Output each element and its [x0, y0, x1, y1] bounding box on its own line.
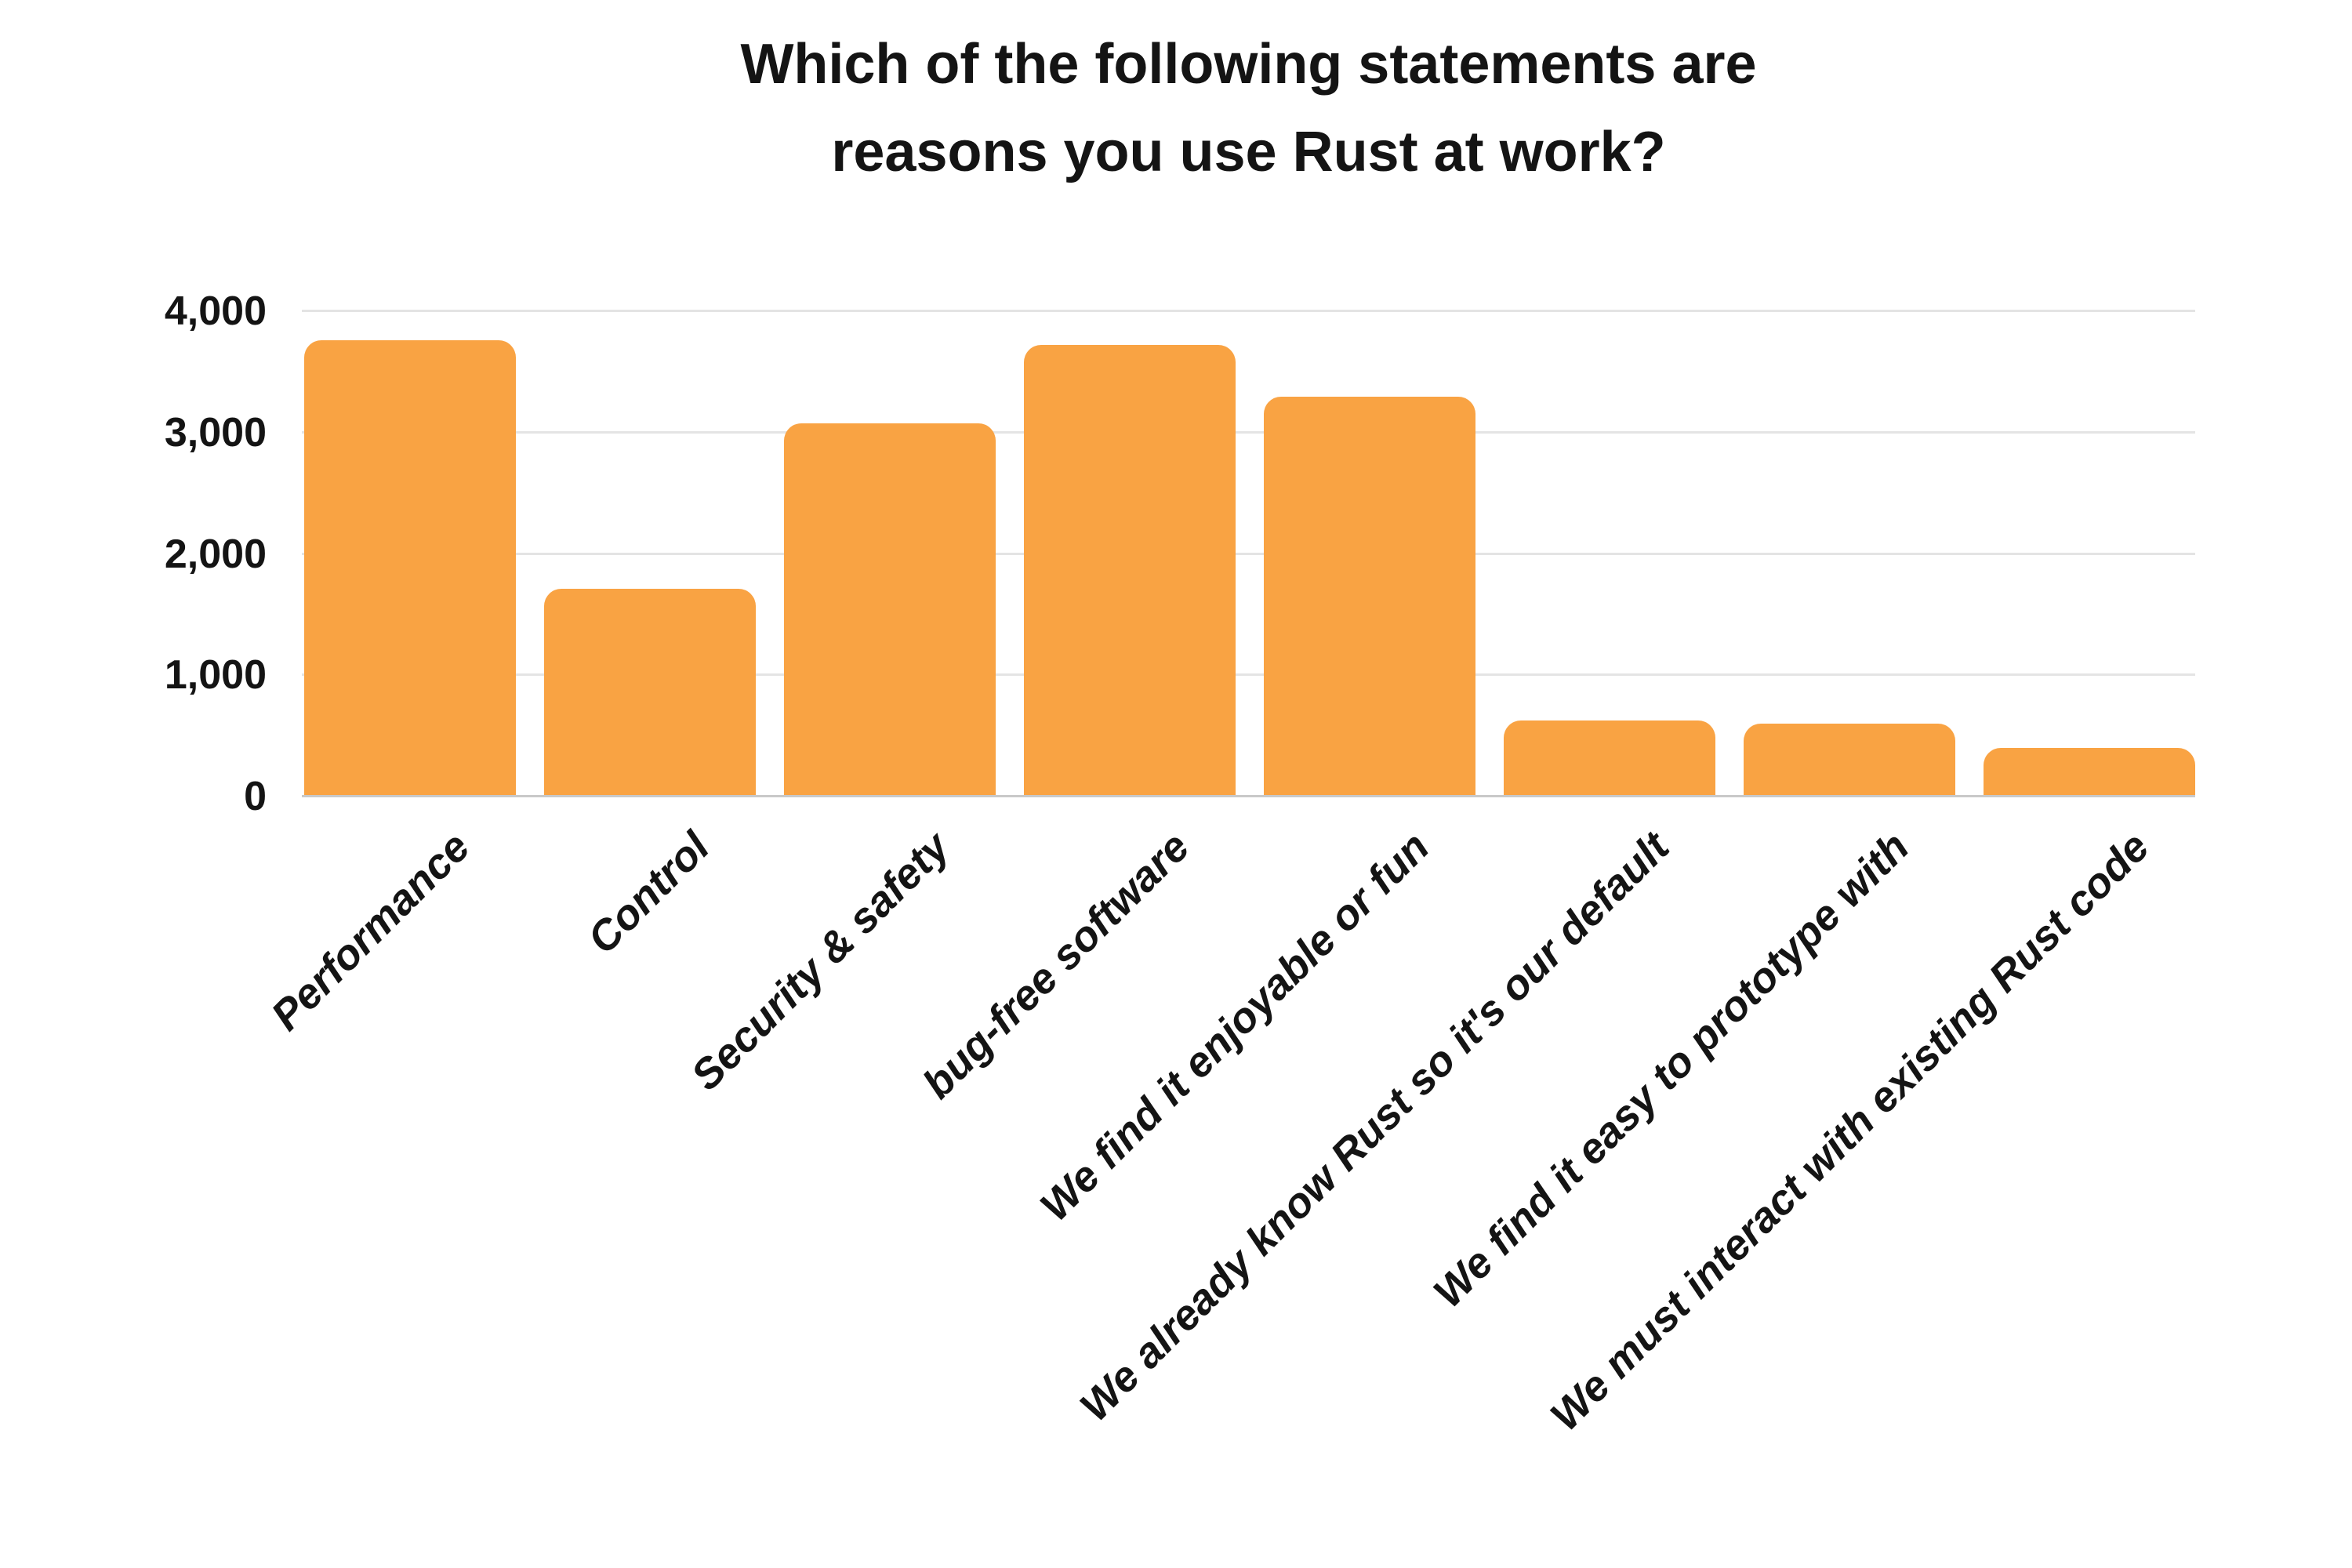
x-tick-label-we-find-it-enjoyable-or-fun: We find it enjoyable or fun	[1031, 823, 1439, 1231]
bar-performance	[304, 340, 516, 795]
bar-we-find-it-easy-to-prototype-with	[1744, 724, 1955, 795]
x-tick-label-wrap-we-already-know-rust-so-it-s-our-default: We already know Rust so it's our default	[547, 823, 1678, 1430]
x-tick-label-control: Control	[579, 823, 719, 964]
x-tick-label-we-already-know-rust-so-it-s-our-default: We already know Rust so it's our default	[1071, 823, 1679, 1431]
gridline-1000	[302, 673, 2195, 676]
bar-control	[544, 589, 756, 795]
bar-security-safety	[784, 423, 996, 795]
bar-we-must-interact-with-existing-rust-code	[1984, 748, 2195, 795]
x-tick-label-wrap-performance: Performance	[0, 823, 479, 1040]
x-axis-line	[302, 795, 2195, 797]
y-tick-label-0: 0	[244, 774, 267, 819]
x-tick-label-security-safety: Security & safety	[682, 823, 959, 1100]
y-tick-label-3000: 3,000	[164, 410, 267, 456]
bar-bug-free-software	[1024, 345, 1236, 795]
y-tick-label-1000: 1,000	[164, 652, 267, 698]
chart-title-line-2: reasons you use Rust at work?	[831, 121, 1666, 183]
y-tick-label-4000: 4,000	[164, 289, 267, 334]
y-tick-label-2000: 2,000	[164, 532, 267, 577]
x-tick-label-bug-free-software: bug-free software	[913, 823, 1199, 1108]
x-tick-label-wrap-we-find-it-easy-to-prototype-with: We find it easy to prototype with	[787, 823, 1918, 1316]
x-tick-label-performance: Performance	[262, 823, 479, 1040]
chart-title-line-1: Which of the following statements are	[740, 33, 1757, 96]
bar-we-already-know-rust-so-it-s-our-default	[1504, 720, 1715, 795]
x-tick-label-wrap-we-must-interact-with-existing-rust-code: We must interact with existing Rust code	[1027, 823, 2158, 1439]
x-tick-label-we-must-interact-with-existing-rust-code: We must interact with existing Rust code	[1541, 823, 2158, 1440]
x-tick-label-we-find-it-easy-to-prototype-with: We find it easy to prototype with	[1425, 823, 1918, 1317]
x-tick-label-wrap-control: Control	[0, 823, 718, 963]
bar-we-find-it-enjoyable-or-fun	[1264, 397, 1475, 795]
x-tick-label-wrap-we-find-it-enjoyable-or-fun: We find it enjoyable or fun	[307, 823, 1438, 1230]
gridline-4000	[302, 310, 2195, 312]
gridline-2000	[302, 553, 2195, 555]
gridline-3000	[302, 431, 2195, 434]
chart-title: Which of the following statements are re…	[302, 20, 2195, 196]
x-tick-label-wrap-bug-free-software: bug-free software	[67, 823, 1199, 1108]
x-tick-label-wrap-security-safety: Security & safety	[0, 823, 958, 1099]
